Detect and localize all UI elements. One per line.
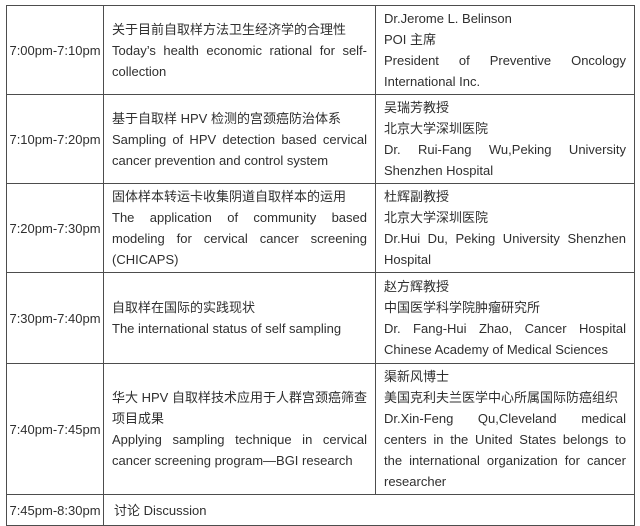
topic-cell: 华大 HPV 自取样技术应用于人群宫颈癌筛查项目成果 Applying samp…: [103, 363, 376, 495]
topic-title-en: The application of community based model…: [112, 210, 367, 267]
speaker-affiliation: President of Preventive Oncology Interna…: [384, 53, 626, 89]
topic-title-en: Today’s health economic rational for sel…: [112, 42, 367, 79]
topic-cell: 固体样本转运卡收集阴道自取样本的运用 The application of co…: [103, 183, 376, 273]
agenda-table: 7:00pm-7:10pm 关于目前自取样方法卫生经济学的合理性 Today’s…: [6, 5, 635, 526]
speaker-cell: 吴瑞芳教授 北京大学深圳医院 Dr. Rui-Fang Wu,Peking Un…: [375, 94, 635, 184]
speaker-title: 美国克利夫兰医学中心所属国际防癌组织: [384, 390, 619, 405]
time-cell: 7:00pm-7:10pm: [6, 5, 104, 95]
topic-cell: 基于自取样 HPV 检测的宫颈癌防治体系 Sampling of HPV det…: [103, 94, 376, 184]
topic-cell: 自取样在国际的实践现状 The international status of …: [103, 272, 376, 364]
time-cell: 7:30pm-7:40pm: [6, 272, 104, 364]
topic-title-zh: 基于自取样 HPV 检测的宫颈癌防治体系: [112, 110, 341, 126]
topic-title-zh: 华大 HPV 自取样技术应用于人群宫颈癌筛查项目成果: [112, 390, 367, 426]
speaker-cell: 渠新风博士 美国克利夫兰医学中心所属国际防癌组织 Dr.Xin-Feng Qu,…: [375, 363, 635, 495]
time-cell: 7:10pm-7:20pm: [6, 94, 104, 184]
topic-title-zh: 自取样在国际的实践现状: [112, 300, 256, 315]
discussion-cell: 讨论 Discussion: [103, 494, 635, 526]
speaker-name: 渠新风博士: [384, 369, 450, 384]
speaker-affiliation: Dr.Xin-Feng Qu,Cleveland medical centers…: [384, 411, 626, 489]
speaker-cell: 赵方辉教授 中国医学科学院肿瘤研究所 Dr. Fang-Hui Zhao, Ca…: [375, 272, 635, 364]
agenda-row-1: 7:00pm-7:10pm 关于目前自取样方法卫生经济学的合理性 Today’s…: [6, 5, 635, 95]
agenda-row-5: 7:40pm-7:45pm 华大 HPV 自取样技术应用于人群宫颈癌筛查项目成果…: [6, 363, 635, 495]
agenda-row-2: 7:10pm-7:20pm 基于自取样 HPV 检测的宫颈癌防治体系 Sampl…: [6, 94, 635, 184]
speaker-name: Dr.Jerome L. Belinson: [384, 11, 512, 26]
speaker-title: 北京大学深圳医院: [384, 121, 489, 136]
speaker-affiliation: Dr. Rui-Fang Wu,Peking University Shenzh…: [384, 142, 626, 178]
agenda-row-3: 7:20pm-7:30pm 固体样本转运卡收集阴道自取样本的运用 The app…: [6, 183, 635, 273]
agenda-page: 7:00pm-7:10pm 关于目前自取样方法卫生经济学的合理性 Today’s…: [6, 5, 635, 526]
topic-title-en: Sampling of HPV detection based cervical…: [112, 131, 367, 168]
time-cell: 7:20pm-7:30pm: [6, 183, 104, 273]
speaker-title: 北京大学深圳医院: [384, 210, 489, 225]
speaker-title: POI 主席: [384, 32, 437, 47]
speaker-name: 杜辉副教授: [384, 189, 450, 204]
topic-title-zh: 固体样本转运卡收集阴道自取样本的运用: [112, 189, 347, 204]
speaker-cell: Dr.Jerome L. Belinson POI 主席 President o…: [375, 5, 635, 95]
topic-title-en: Applying sampling technique in cervical …: [112, 432, 367, 468]
speaker-name: 赵方辉教授: [384, 279, 450, 294]
speaker-affiliation: Dr.Hui Du, Peking University Shenzhen Ho…: [384, 231, 626, 267]
speaker-name: 吴瑞芳教授: [384, 100, 450, 115]
agenda-row-6: 7:45pm-8:30pm 讨论 Discussion: [6, 494, 635, 526]
topic-title-en: The international status of self samplin…: [112, 321, 342, 336]
speaker-affiliation: Dr. Fang-Hui Zhao, Cancer Hospital Chine…: [384, 321, 626, 357]
time-cell: 7:45pm-8:30pm: [6, 494, 104, 526]
time-cell: 7:40pm-7:45pm: [6, 363, 104, 495]
agenda-row-4: 7:30pm-7:40pm 自取样在国际的实践现状 The internatio…: [6, 272, 635, 364]
topic-title-zh: 关于目前自取样方法卫生经济学的合理性: [112, 21, 347, 37]
speaker-title: 中国医学科学院肿瘤研究所: [384, 300, 541, 315]
topic-cell: 关于目前自取样方法卫生经济学的合理性 Today’s health econom…: [103, 5, 376, 95]
speaker-cell: 杜辉副教授 北京大学深圳医院 Dr.Hui Du, Peking Univers…: [375, 183, 635, 273]
